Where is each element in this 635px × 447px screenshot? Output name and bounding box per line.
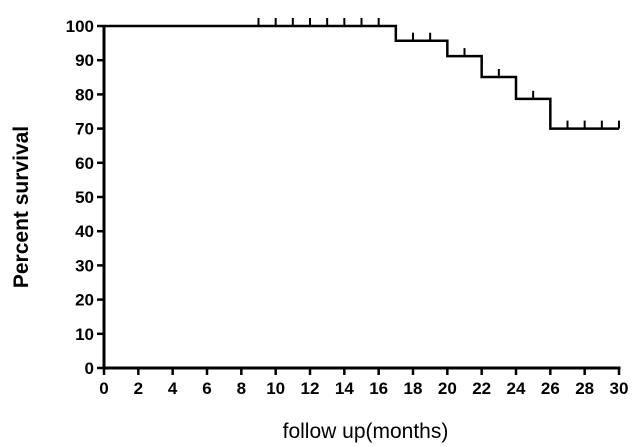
x-tick-label: 24 xyxy=(507,379,526,398)
x-axis-label: follow up(months) xyxy=(283,420,449,443)
x-tick-label: 14 xyxy=(335,379,354,398)
x-tick-label: 10 xyxy=(266,379,285,398)
x-tick-label: 4 xyxy=(168,379,178,398)
x-tick-label: 2 xyxy=(134,379,143,398)
y-axis-label: Percent survival xyxy=(10,126,33,288)
x-tick-label: 20 xyxy=(438,379,457,398)
x-tick-label: 26 xyxy=(541,379,560,398)
y-tick-label: 20 xyxy=(75,291,94,310)
y-tick-label: 0 xyxy=(85,359,94,378)
y-tick-label: 40 xyxy=(75,222,94,241)
y-tick-label: 10 xyxy=(75,325,94,344)
y-tick-label: 80 xyxy=(75,85,94,104)
y-tick-label: 90 xyxy=(75,51,94,70)
y-tick-label: 100 xyxy=(66,17,94,36)
x-tick-label: 0 xyxy=(99,379,108,398)
x-tick-label: 6 xyxy=(202,379,211,398)
x-tick-label: 8 xyxy=(237,379,246,398)
x-axis-ticks: 0 2 4 6 8 10 12 14 16 18 20 22 24 26 28 30 xyxy=(99,368,628,398)
x-tick-label: 18 xyxy=(404,379,423,398)
y-tick-label: 30 xyxy=(75,256,94,275)
y-tick-label: 70 xyxy=(75,120,94,139)
survival-curve xyxy=(104,24,619,130)
y-tick-label: 50 xyxy=(75,188,94,207)
x-tick-label: 22 xyxy=(472,379,491,398)
censor-marks xyxy=(257,18,620,129)
y-axis-ticks: 0 10 20 30 40 50 60 70 80 90 100 xyxy=(66,17,104,378)
x-tick-label: 12 xyxy=(301,379,320,398)
x-tick-label: 30 xyxy=(610,379,629,398)
y-tick-label: 60 xyxy=(75,154,94,173)
x-tick-label: 16 xyxy=(369,379,388,398)
x-tick-label: 28 xyxy=(575,379,594,398)
